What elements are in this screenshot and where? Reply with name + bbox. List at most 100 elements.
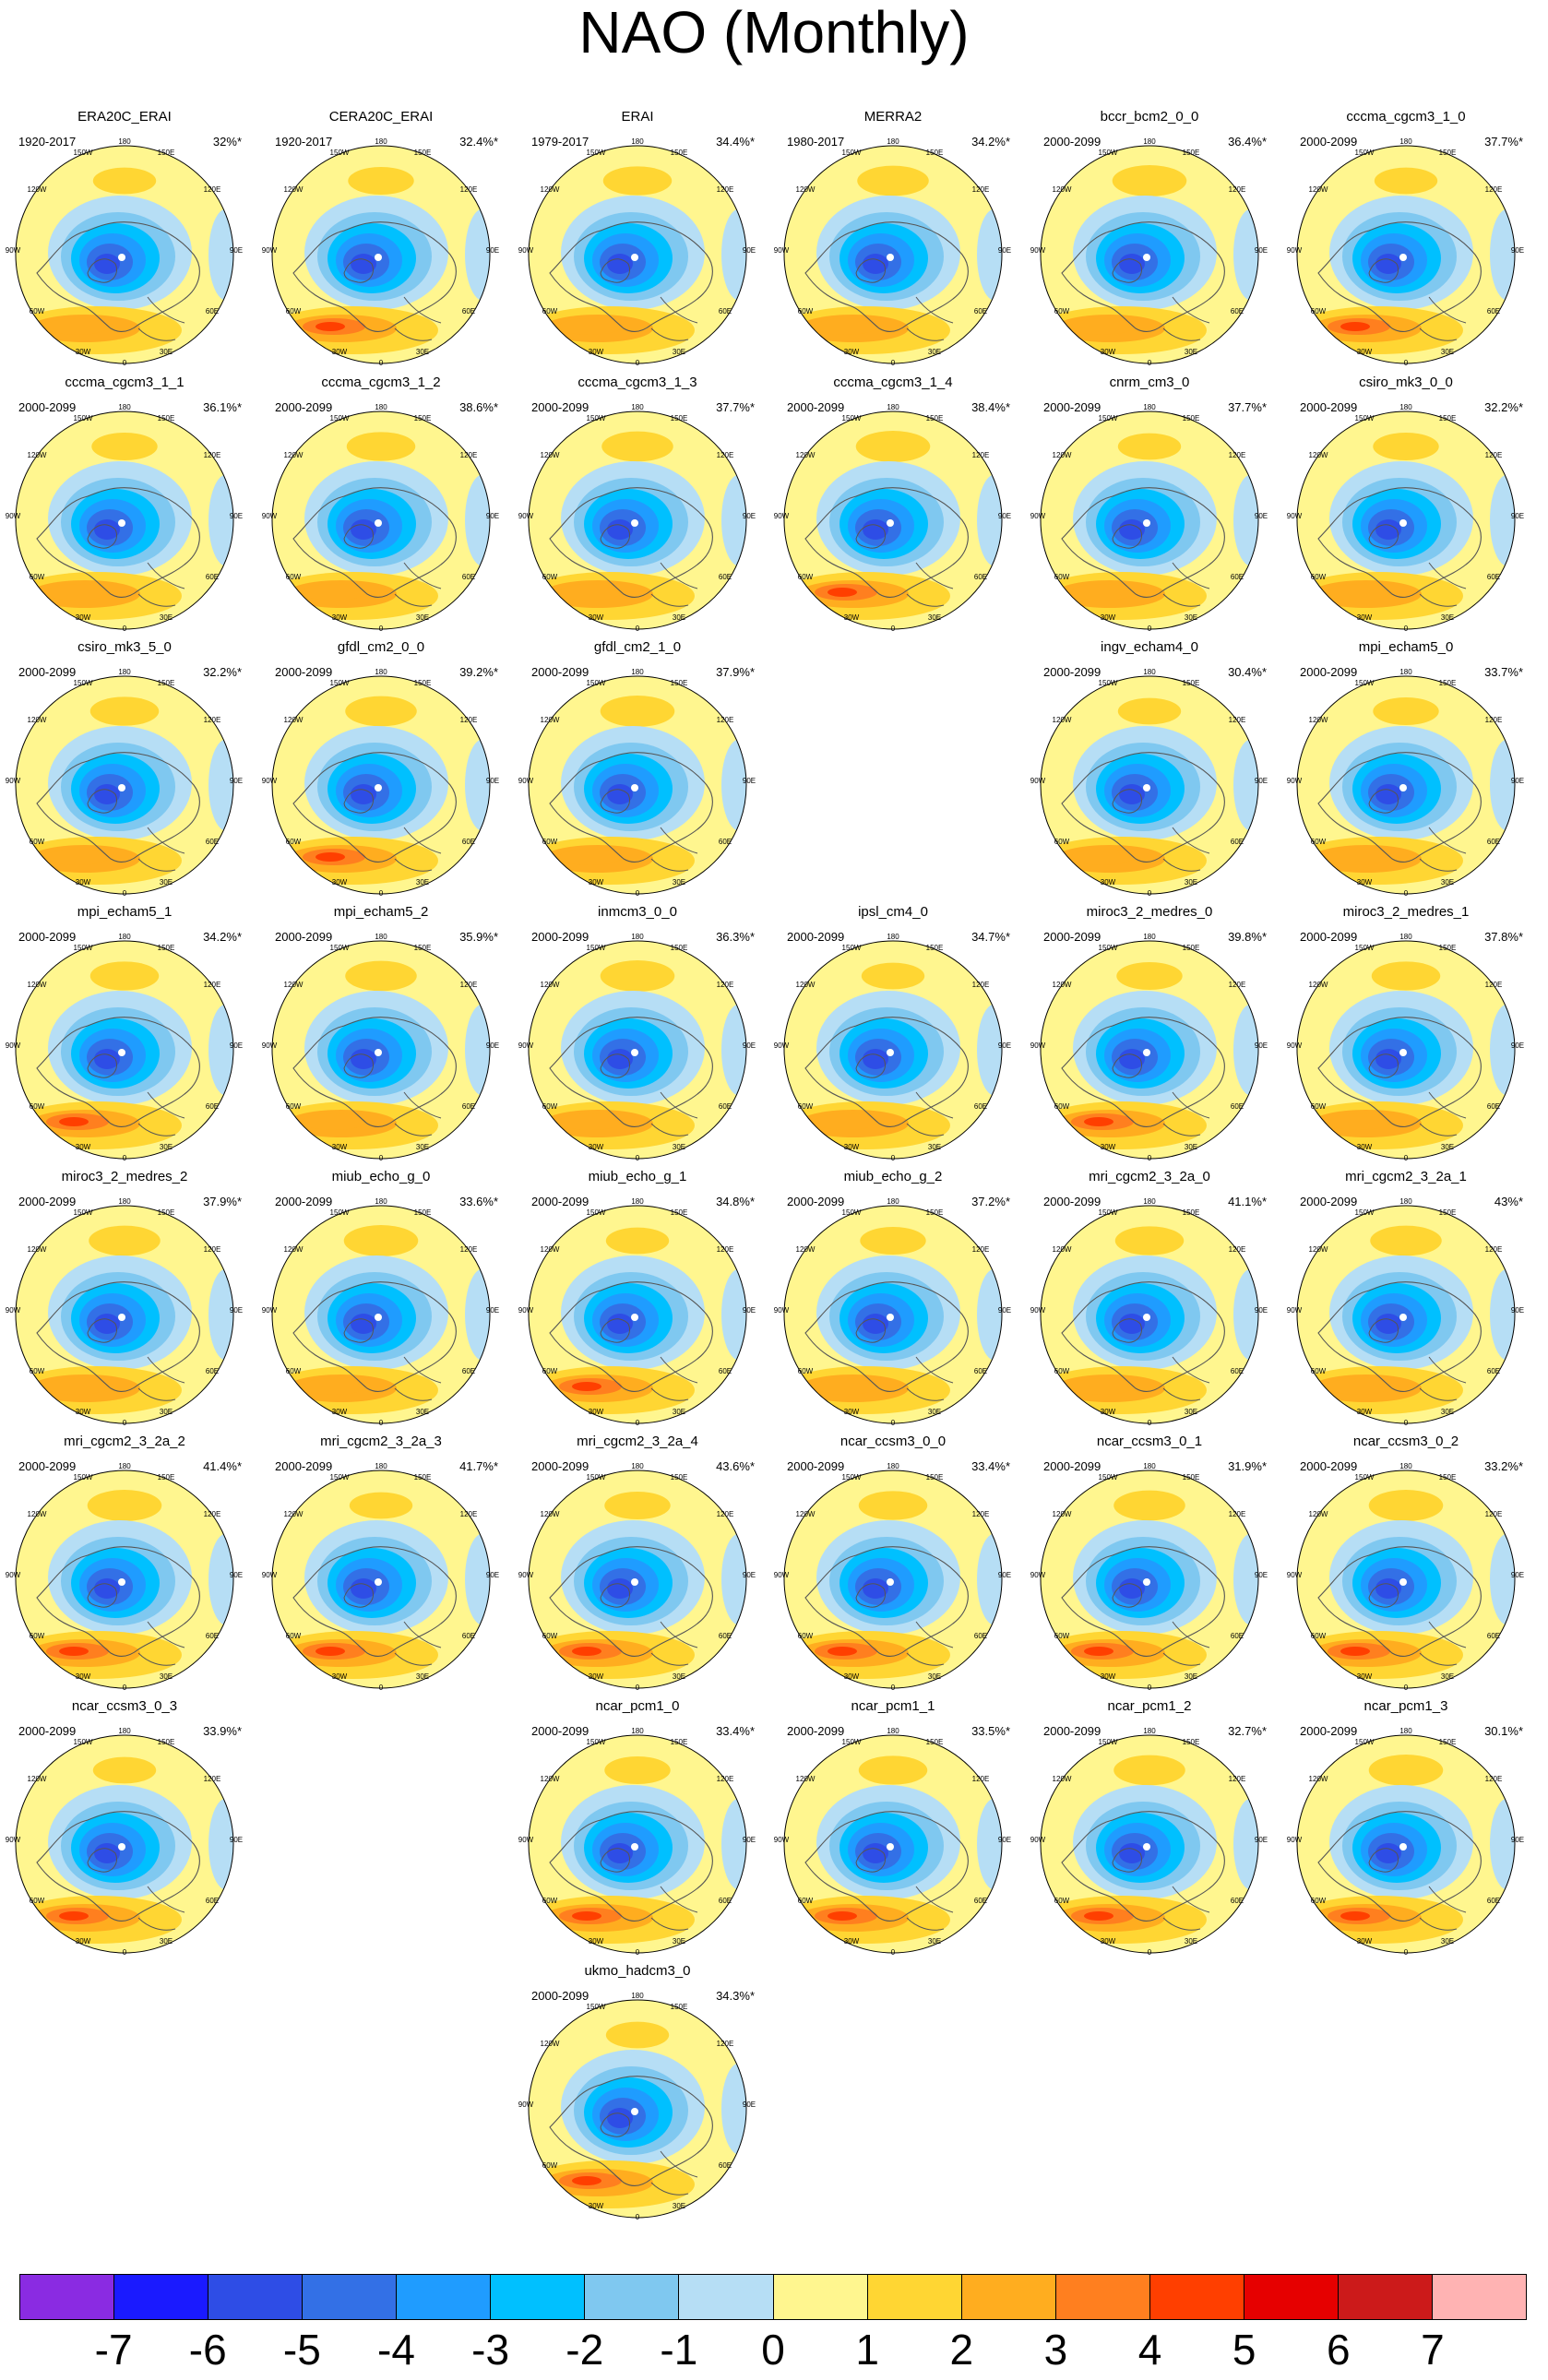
longitude-label: 120W (284, 451, 304, 459)
panel-title: ERA20C_ERAI (77, 109, 172, 125)
panel-period: 1920-2017 (18, 135, 77, 149)
longitude-label: 120W (1309, 1775, 1328, 1783)
longitude-label: 90W (1287, 1041, 1303, 1050)
longitude-label: 0 (1148, 359, 1152, 367)
longitude-label: 60E (974, 1367, 987, 1375)
polar-stereographic-map: 180 150W 150E 120W 120E 90W 90E 60W 60E 30W 30E 0 (518, 1992, 756, 2221)
longitude-label: 120E (1485, 1510, 1503, 1518)
longitude-label: 180 (118, 1462, 131, 1470)
longitude-label: 150W (1099, 679, 1118, 687)
longitude-label: 120E (1485, 716, 1503, 724)
polar-stereographic-map: 180 150W 150E 120W 120E 90W 90E 60W 60E 30W 30E 0 (518, 1462, 756, 1692)
polar-stereographic-map: 180 150W 150E 120W 120E 90W 90E 60W 60E 30W 30E 0 (774, 1197, 1011, 1427)
longitude-label: 0 (1148, 625, 1152, 633)
longitude-label: 0 (1404, 1154, 1409, 1162)
panel-variance-explained: 33.9%* (203, 1724, 242, 1738)
polar-stereographic-map: 180 150W 150E 120W 120E 90W 90E 60W 60E 30W 30E 0 (518, 1197, 756, 1427)
longitude-label: 150W (330, 1473, 350, 1482)
longitude-label: 60E (974, 307, 987, 315)
longitude-label: 0 (636, 1419, 640, 1427)
polar-stereographic-map: 180 150W 150E 120W 120E 90W 90E 60W 60E 30W 30E 0 (1287, 933, 1524, 1162)
colorbar-swatch (679, 2275, 774, 2319)
colorbar-swatch (773, 2275, 868, 2319)
longitude-label: 150W (587, 149, 606, 157)
longitude-label: 60E (719, 307, 732, 315)
longitude-label: 90E (743, 1306, 756, 1315)
longitude-label: 180 (1399, 1197, 1412, 1206)
map-panel: 180 150W 150E 120W 120E 90W 90E 60W 60E 30W 30E 0 cc… (1281, 109, 1530, 367)
longitude-label: 150E (414, 414, 432, 422)
longitude-label: 30W (76, 1672, 91, 1681)
longitude-label: 150E (926, 1208, 944, 1217)
longitude-label: 150W (587, 1208, 606, 1217)
colorbar-swatch (303, 2275, 398, 2319)
polar-stereographic-map: 180 150W 150E 120W 120E 90W 90E 60W 60E 30W 30E 0 (1030, 1462, 1268, 1692)
polar-stereographic-map: 180 150W 150E 120W 120E 90W 90E 60W 60E 30W 30E 0 (6, 137, 243, 367)
polar-stereographic-map: 180 150W 150E 120W 120E 90W 90E 60W 60E 30W 30E 0 (1287, 1727, 1524, 1957)
longitude-label: 120E (1229, 981, 1246, 989)
longitude-label: 60W (1311, 573, 1327, 581)
panel-period: 2000-2099 (18, 400, 77, 414)
panel-period: 2000-2099 (18, 665, 77, 679)
polar-stereographic-map: 180 150W 150E 120W 120E 90W 90E 60W 60E 30W 30E 0 (1030, 933, 1268, 1162)
panel-title: mri_cgcm2_3_2a_2 (64, 1434, 185, 1449)
panel-period: 2000-2099 (531, 1459, 589, 1473)
longitude-label: 120W (284, 716, 304, 724)
longitude-label: 60E (974, 1632, 987, 1640)
longitude-label: 90E (1511, 1306, 1524, 1315)
longitude-label: 0 (123, 359, 127, 367)
longitude-label: 30E (160, 1937, 173, 1946)
longitude-label: 30W (332, 348, 348, 356)
longitude-label: 30E (928, 1143, 941, 1151)
longitude-label: 150W (1355, 679, 1375, 687)
panel-variance-explained: 30.1%* (1484, 1724, 1523, 1738)
polar-stereographic-map: 180 150W 150E 120W 120E 90W 90E 60W 60E 30W 30E 0 (1287, 137, 1524, 367)
panel-period: 2000-2099 (1043, 930, 1101, 944)
longitude-label: 90W (1030, 1041, 1046, 1050)
longitude-label: 180 (1143, 1727, 1156, 1735)
panel-variance-explained: 37.2%* (971, 1195, 1010, 1208)
longitude-label: 120E (204, 1510, 221, 1518)
map-panel: 180 150W 150E 120W 120E 90W 90E 60W 60E 30W 30E 0 in… (1025, 639, 1274, 898)
longitude-label: 150W (587, 1473, 606, 1482)
longitude-label: 150W (330, 679, 350, 687)
longitude-label: 30E (160, 878, 173, 887)
longitude-label: 150E (414, 679, 432, 687)
longitude-label: 90W (1287, 246, 1303, 255)
longitude-label: 180 (375, 137, 387, 146)
longitude-label: 90W (518, 1571, 534, 1579)
panel-period: 2000-2099 (1300, 1195, 1358, 1208)
longitude-label: 150E (1183, 944, 1200, 952)
longitude-label: 30W (76, 613, 91, 622)
longitude-label: 90W (6, 1571, 21, 1579)
longitude-label: 150W (1355, 1473, 1375, 1482)
panel-title: cccma_cgcm3_1_0 (1346, 109, 1466, 125)
longitude-label: 90W (774, 1041, 790, 1050)
longitude-label: 90E (230, 1836, 243, 1844)
longitude-label: 90W (6, 512, 21, 520)
longitude-label: 60W (798, 1897, 814, 1905)
panel-variance-explained: 36.1%* (203, 400, 242, 414)
longitude-label: 30E (1441, 613, 1454, 622)
longitude-label: 120W (28, 185, 47, 194)
longitude-label: 90E (1511, 246, 1524, 255)
longitude-label: 180 (1399, 1727, 1412, 1735)
longitude-label: 90E (743, 777, 756, 785)
longitude-label: 120W (28, 451, 47, 459)
panel-variance-explained: 33.4%* (971, 1459, 1010, 1473)
longitude-label: 90W (1287, 1306, 1303, 1315)
longitude-label: 60E (1231, 573, 1244, 581)
longitude-label: 180 (887, 137, 899, 146)
longitude-label: 120W (796, 1775, 816, 1783)
colorbar-swatch (208, 2275, 304, 2319)
longitude-label: 90E (998, 1041, 1011, 1050)
polar-stereographic-map: 180 150W 150E 120W 120E 90W 90E 60W 60E 30W 30E 0 (262, 1462, 499, 1692)
longitude-label: 180 (1143, 1462, 1156, 1470)
longitude-label: 0 (123, 625, 127, 633)
longitude-label: 60E (1231, 307, 1244, 315)
longitude-label: 120E (204, 1245, 221, 1254)
longitude-label: 90E (486, 777, 499, 785)
longitude-label: 30W (589, 1408, 604, 1416)
longitude-label: 120E (204, 1775, 221, 1783)
longitude-label: 0 (891, 359, 896, 367)
